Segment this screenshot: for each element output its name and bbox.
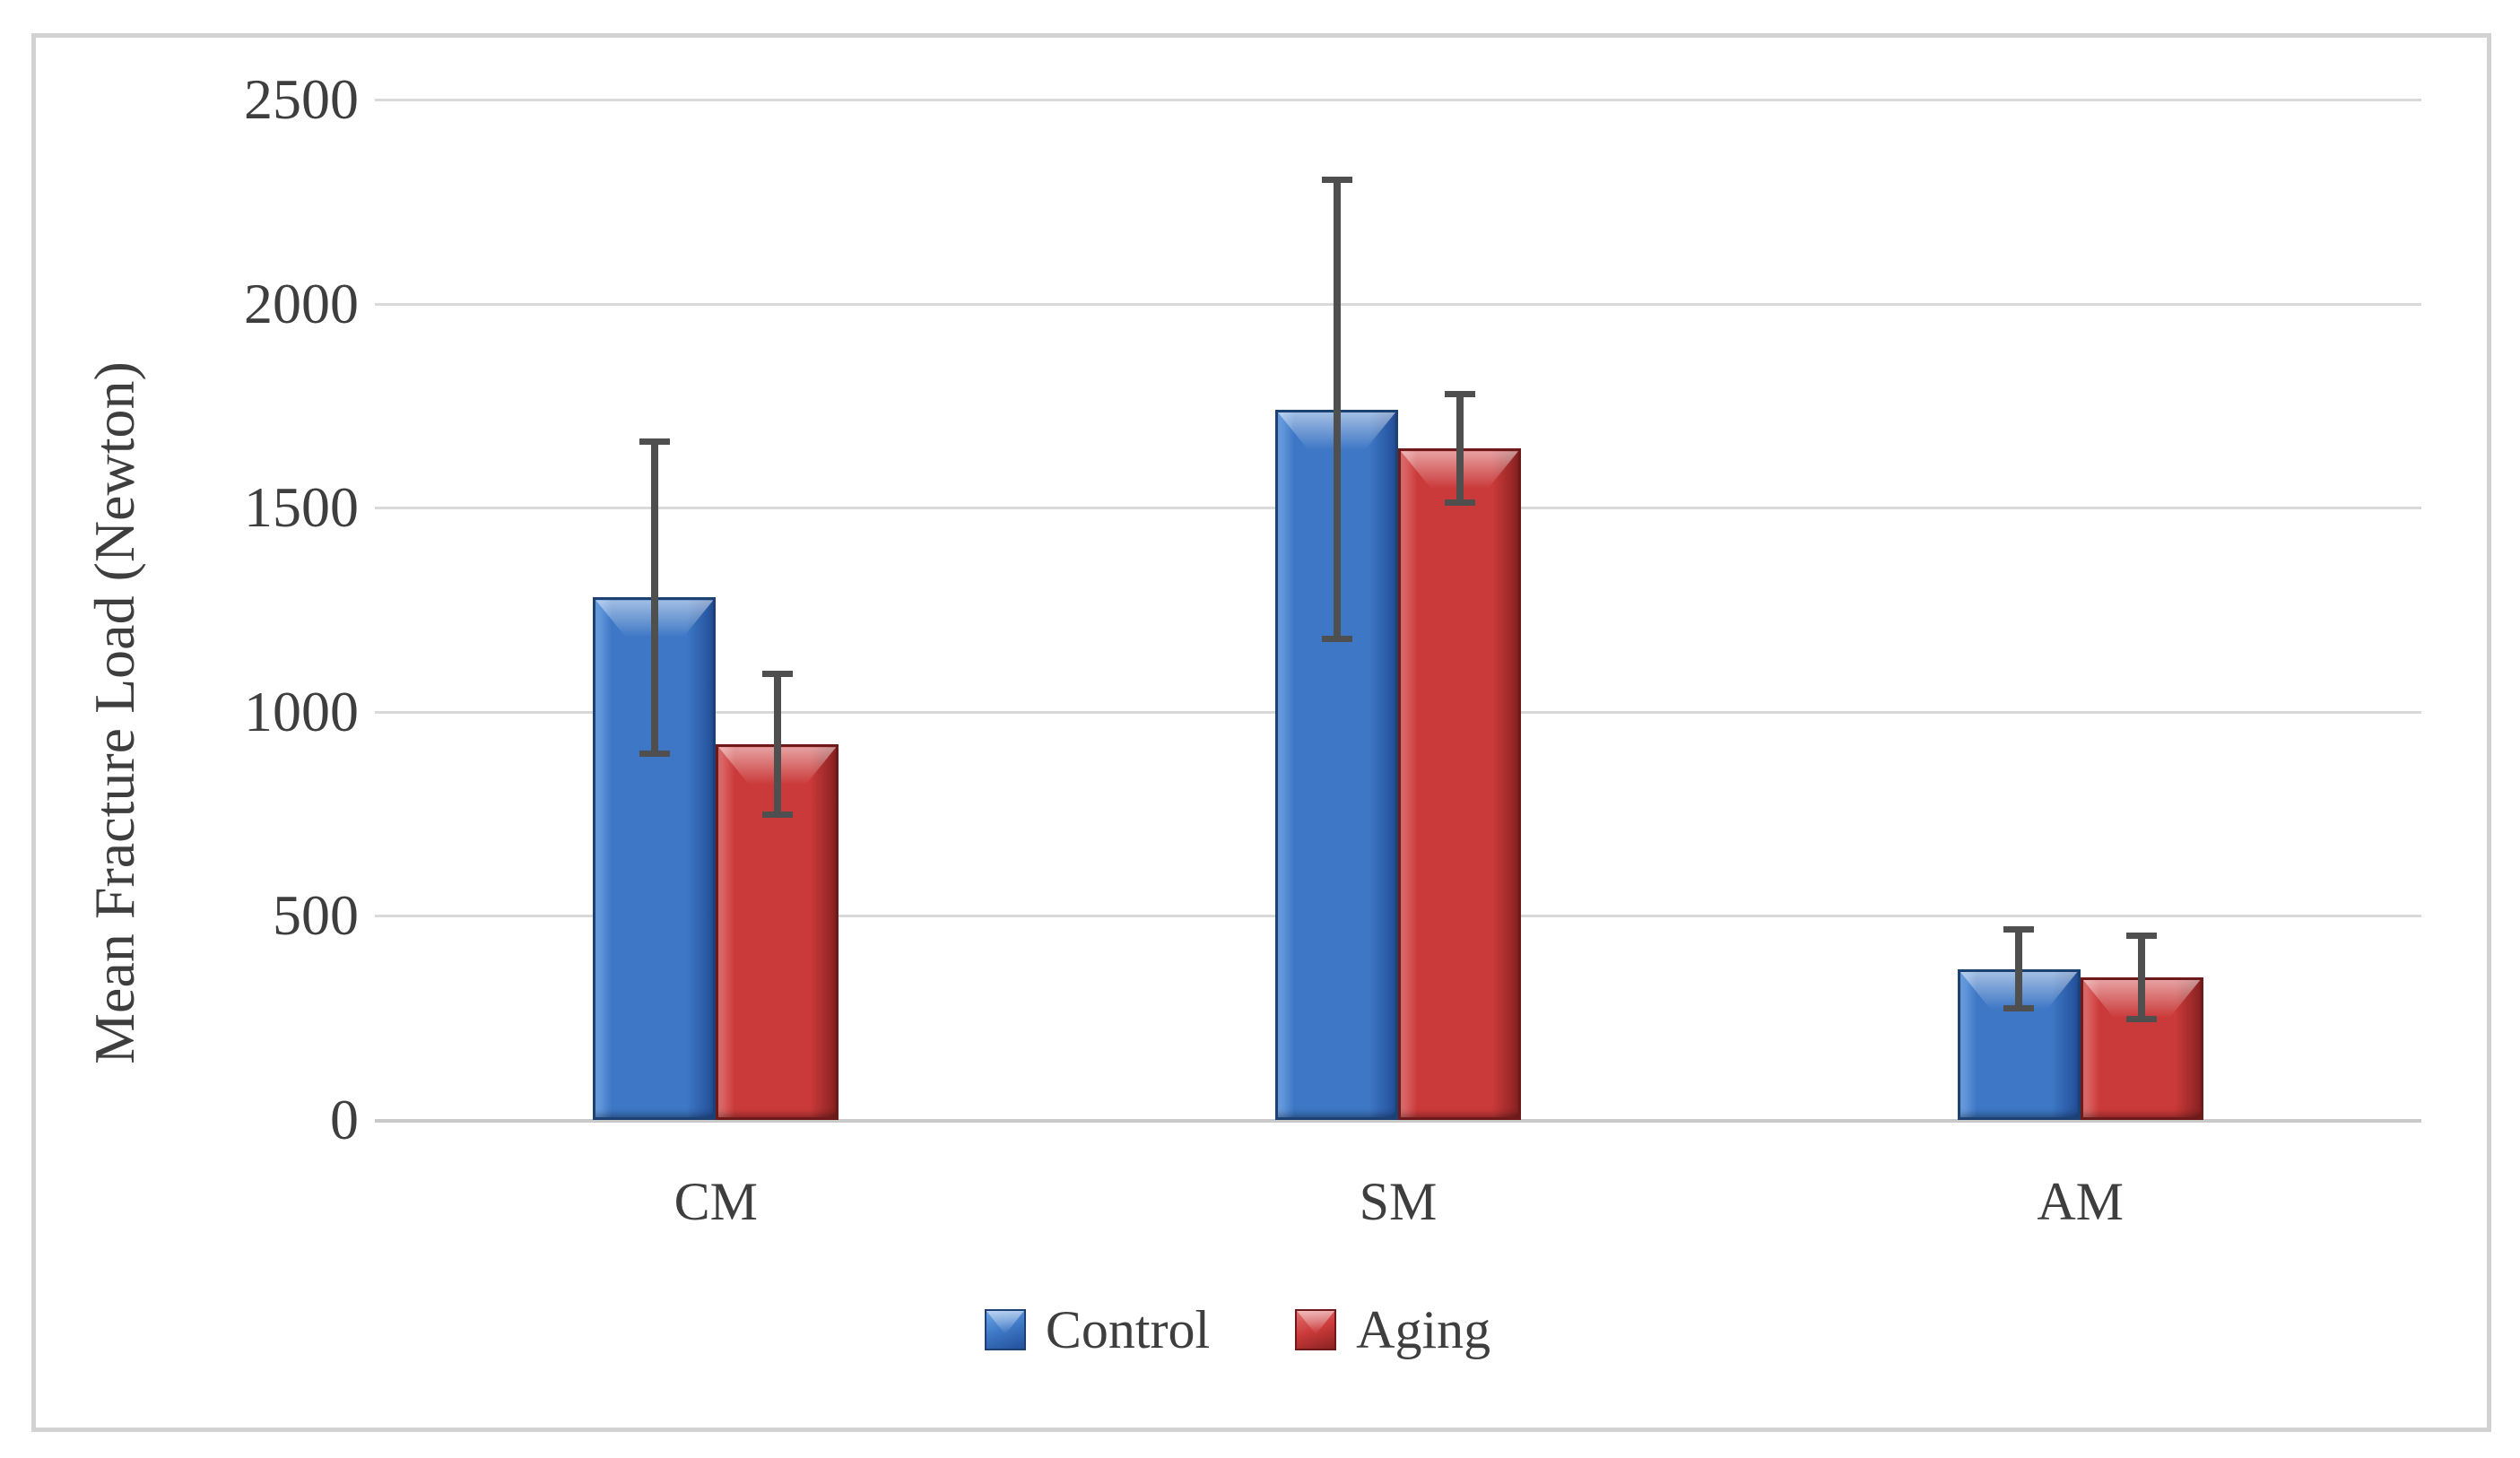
error-bar-control-cm — [639, 438, 670, 757]
error-bar-aging-am — [2126, 932, 2158, 1022]
x-category-label: SM — [1359, 1172, 1438, 1231]
legend-label-aging: Aging — [1356, 1300, 1491, 1359]
error-bar-line — [2138, 932, 2146, 1022]
y-tick-label: 1500 — [244, 475, 359, 540]
error-bar-cap-bottom — [761, 811, 793, 819]
legend-swatch-highlight — [1297, 1311, 1335, 1334]
y-axis-title: Mean Fracture Load (Newton) — [83, 361, 146, 1064]
error-bar-cap-bottom — [1444, 499, 1475, 506]
error-bar-control-am — [2003, 925, 2035, 1012]
error-bar-aging-cm — [761, 671, 793, 819]
error-bar-line — [773, 671, 781, 819]
x-axis-line — [375, 1119, 2421, 1123]
error-bar-cap-bottom — [1321, 636, 1352, 643]
error-bar-line — [2015, 925, 2023, 1012]
error-bar-cap-top — [1444, 391, 1475, 398]
y-tick-label: 2000 — [244, 271, 359, 335]
y-tick-label: 2500 — [244, 67, 359, 131]
y-tick-label: 500 — [273, 883, 359, 948]
legend-swatch-control — [984, 1309, 1026, 1350]
gridline — [375, 99, 2421, 101]
legend-label-control: Control — [1045, 1300, 1211, 1359]
error-bar-line — [1333, 177, 1341, 643]
bar-aging-sm — [1398, 448, 1521, 1120]
error-bar-line — [650, 438, 658, 757]
gridline — [375, 302, 2421, 306]
error-bar-line — [1456, 391, 1464, 506]
error-bar-cap-top — [1321, 177, 1352, 184]
legend-item-control: Control — [984, 1300, 1211, 1359]
x-category-label: CM — [673, 1172, 759, 1231]
error-bar-control-sm — [1321, 177, 1352, 643]
error-bar-cap-bottom — [639, 750, 670, 757]
y-tick-label: 0 — [330, 1088, 359, 1151]
error-bar-cap-top — [2003, 925, 2035, 933]
error-bar-cap-top — [2126, 932, 2158, 939]
legend-swatch-highlight — [986, 1311, 1024, 1334]
y-tick-label: 1000 — [244, 679, 359, 743]
legend-item-aging: Aging — [1295, 1302, 1490, 1358]
legend-swatch-aging — [1295, 1309, 1337, 1350]
error-bar-cap-top — [639, 438, 670, 445]
x-category-label: AM — [2037, 1172, 2124, 1231]
error-bar-cap-bottom — [2126, 1015, 2158, 1022]
error-bar-aging-sm — [1444, 391, 1475, 506]
error-bar-cap-bottom — [2003, 1005, 2035, 1012]
legend: Control Aging — [0, 1302, 2498, 1358]
figure-border — [31, 33, 2491, 1432]
error-bar-cap-top — [761, 671, 793, 678]
